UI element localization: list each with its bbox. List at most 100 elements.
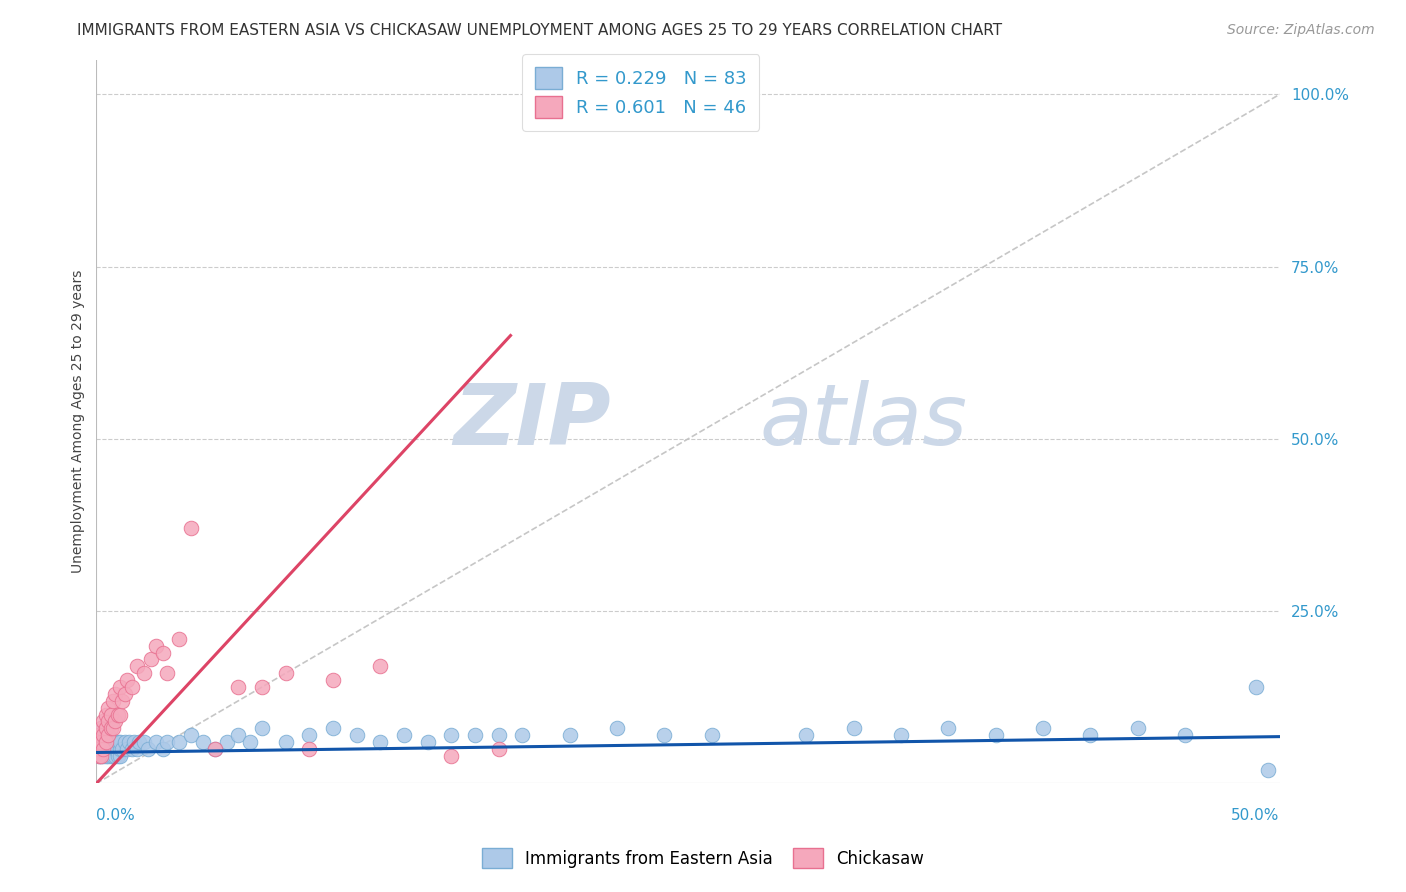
Point (90, 742, 112, 756)
Point (87, 728, 110, 742)
Point (107, 735, 129, 749)
Point (115, 673, 138, 687)
Point (94, 748, 117, 763)
Point (139, 652, 162, 666)
Point (118, 735, 141, 749)
Point (239, 735, 262, 749)
Point (322, 673, 344, 687)
Point (101, 735, 124, 749)
Point (93, 735, 115, 749)
Point (180, 521, 202, 535)
Point (93, 728, 115, 742)
Point (125, 659, 148, 673)
Point (796, 728, 818, 742)
Point (138, 742, 160, 756)
Point (145, 735, 167, 749)
Point (108, 680, 131, 694)
Point (132, 666, 155, 681)
Point (167, 632, 190, 646)
Point (108, 742, 131, 756)
Point (101, 722, 124, 736)
Point (87, 728, 110, 742)
Point (94, 728, 117, 742)
Point (370, 735, 392, 749)
Point (842, 722, 865, 736)
Point (94, 722, 117, 736)
Point (87, 748, 110, 763)
Point (1032, 722, 1054, 736)
Point (90, 722, 112, 736)
Point (488, 728, 510, 742)
Point (90, 735, 112, 749)
Point (464, 728, 486, 742)
Point (93, 748, 115, 763)
Point (180, 728, 202, 742)
Point (167, 735, 190, 749)
Point (108, 748, 131, 763)
Point (97, 748, 120, 763)
Point (156, 735, 179, 749)
Point (90, 748, 112, 763)
Point (93, 714, 115, 729)
Point (890, 728, 912, 742)
Point (104, 735, 127, 749)
Point (215, 735, 238, 749)
Point (100, 742, 122, 756)
Point (145, 639, 167, 653)
Point (125, 742, 148, 756)
Point (128, 735, 150, 749)
Point (121, 742, 143, 756)
Point (100, 748, 122, 763)
Point (111, 694, 134, 708)
Point (298, 742, 321, 756)
Point (101, 694, 124, 708)
Point (250, 680, 273, 694)
Point (90, 735, 112, 749)
Text: 50.0%: 50.0% (1232, 808, 1279, 823)
Point (606, 722, 628, 736)
Point (107, 707, 129, 722)
Point (512, 728, 534, 742)
Point (87, 748, 110, 763)
Point (97, 728, 120, 742)
Point (984, 728, 1007, 742)
Point (370, 659, 392, 673)
Point (654, 728, 676, 742)
Text: ZIP: ZIP (454, 380, 612, 463)
Point (1244, 680, 1267, 694)
Point (97, 742, 120, 756)
Point (93, 742, 115, 756)
Point (156, 666, 179, 681)
Point (90, 748, 112, 763)
Legend: Immigrants from Eastern Asia, Chickasaw: Immigrants from Eastern Asia, Chickasaw (474, 839, 932, 877)
Point (938, 722, 960, 736)
Point (97, 700, 120, 714)
Point (115, 742, 138, 756)
Point (101, 742, 124, 756)
Point (114, 735, 136, 749)
Point (488, 742, 510, 756)
Point (204, 742, 226, 756)
Point (228, 728, 250, 742)
Point (97, 735, 120, 749)
Text: Source: ZipAtlas.com: Source: ZipAtlas.com (1227, 23, 1375, 37)
Point (121, 680, 143, 694)
Text: 0.0%: 0.0% (97, 808, 135, 823)
Point (87, 742, 110, 756)
Point (87, 735, 110, 749)
Point (93, 728, 115, 742)
Text: atlas: atlas (759, 380, 967, 463)
Point (700, 728, 723, 742)
Point (87, 735, 110, 749)
Point (107, 748, 129, 763)
Point (191, 735, 214, 749)
Point (250, 722, 273, 736)
Point (274, 735, 297, 749)
Point (1126, 722, 1149, 736)
Point (97, 714, 120, 729)
Point (132, 735, 155, 749)
Point (228, 680, 250, 694)
Point (346, 728, 368, 742)
Legend: R = 0.229   N = 83, R = 0.601   N = 46: R = 0.229 N = 83, R = 0.601 N = 46 (522, 54, 759, 131)
Point (94, 742, 117, 756)
